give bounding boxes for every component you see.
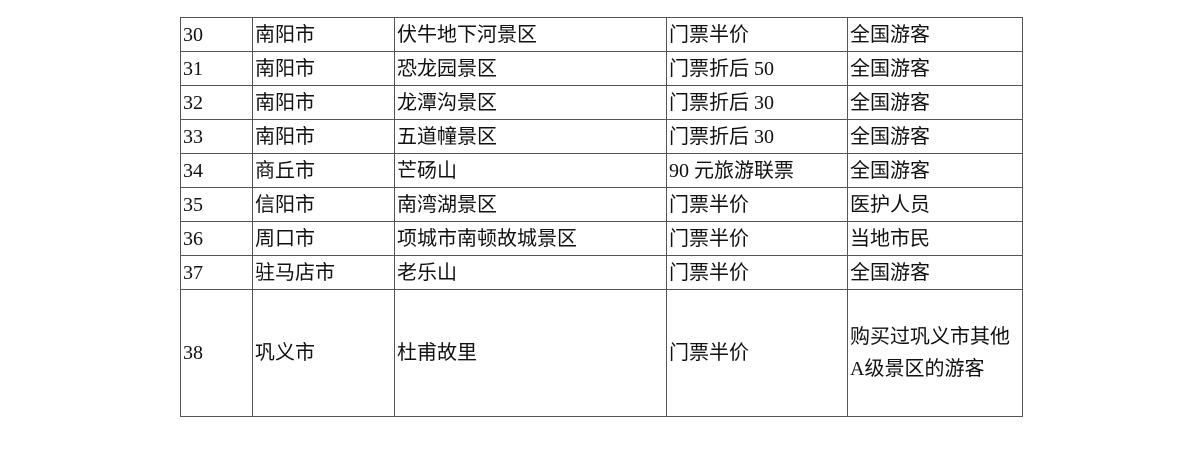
cell-eligible-visitors: 全国游客: [847, 255, 1023, 290]
cell-discount: 90 元旅游联票: [666, 153, 848, 188]
cell-city: 南阳市: [252, 119, 395, 154]
cell-attraction: 杜甫故里: [394, 289, 667, 417]
cell-attraction: 恐龙园景区: [394, 51, 667, 86]
cell-discount: 门票折后 30: [666, 85, 848, 120]
cell-eligible-visitors: 全国游客: [847, 51, 1023, 86]
cell-eligible-visitors: 当地市民: [847, 221, 1023, 256]
cell-discount: 门票半价: [666, 255, 848, 290]
table-row: 38 巩义市 杜甫故里 门票半价 购买过巩义市其他A级景区的游客: [180, 289, 1023, 417]
cell-city: 商丘市: [252, 153, 395, 188]
cell-attraction: 项城市南顿故城景区: [394, 221, 667, 256]
cell-city: 南阳市: [252, 17, 395, 52]
cell-discount: 门票半价: [666, 289, 848, 417]
cell-eligible-visitors: 医护人员: [847, 187, 1023, 222]
cell-eligible-visitors: 全国游客: [847, 85, 1023, 120]
cell-eligible-visitors: 全国游客: [847, 153, 1023, 188]
cell-row-number: 33: [180, 119, 253, 154]
cell-row-number: 31: [180, 51, 253, 86]
cell-discount: 门票半价: [666, 187, 848, 222]
cell-attraction: 芒砀山: [394, 153, 667, 188]
cell-city: 信阳市: [252, 187, 395, 222]
cell-discount: 门票折后 30: [666, 119, 848, 154]
cell-row-number: 38: [180, 289, 253, 417]
table-row: 34 商丘市 芒砀山 90 元旅游联票 全国游客: [180, 153, 1023, 188]
cell-discount: 门票半价: [666, 17, 848, 52]
cell-city: 南阳市: [252, 85, 395, 120]
table-row: 32 南阳市 龙潭沟景区 门票折后 30 全国游客: [180, 85, 1023, 120]
cell-discount: 门票折后 50: [666, 51, 848, 86]
table-row: 37 驻马店市 老乐山 门票半价 全国游客: [180, 255, 1023, 290]
cell-attraction: 老乐山: [394, 255, 667, 290]
table-row: 33 南阳市 五道幢景区 门票折后 30 全国游客: [180, 119, 1023, 154]
table-row: 36 周口市 项城市南顿故城景区 门票半价 当地市民: [180, 221, 1023, 256]
cell-row-number: 30: [180, 17, 253, 52]
cell-eligible-visitors: 购买过巩义市其他A级景区的游客: [847, 289, 1023, 417]
cell-city: 驻马店市: [252, 255, 395, 290]
attractions-table: 30 南阳市 伏牛地下河景区 门票半价 全国游客 31 南阳市 恐龙园景区 门票折后 50 全国游…: [180, 17, 1023, 417]
cell-attraction: 南湾湖景区: [394, 187, 667, 222]
table-row: 31 南阳市 恐龙园景区 门票折后 50 全国游客: [180, 51, 1023, 86]
cell-row-number: 37: [180, 255, 253, 290]
table-row: 30 南阳市 伏牛地下河景区 门票半价 全国游客: [180, 17, 1023, 52]
cell-eligible-visitors: 全国游客: [847, 17, 1023, 52]
cell-eligible-visitors: 全国游客: [847, 119, 1023, 154]
cell-discount: 门票半价: [666, 221, 848, 256]
cell-city: 周口市: [252, 221, 395, 256]
cell-attraction: 五道幢景区: [394, 119, 667, 154]
cell-row-number: 34: [180, 153, 253, 188]
cell-city: 南阳市: [252, 51, 395, 86]
table-body: 30 南阳市 伏牛地下河景区 门票半价 全国游客 31 南阳市 恐龙园景区 门票折后 50 全国游…: [180, 17, 1023, 417]
table-row: 35 信阳市 南湾湖景区 门票半价 医护人员: [180, 187, 1023, 222]
cell-row-number: 32: [180, 85, 253, 120]
cell-attraction: 龙潭沟景区: [394, 85, 667, 120]
cell-row-number: 36: [180, 221, 253, 256]
cell-attraction: 伏牛地下河景区: [394, 17, 667, 52]
cell-row-number: 35: [180, 187, 253, 222]
cell-city: 巩义市: [252, 289, 395, 417]
